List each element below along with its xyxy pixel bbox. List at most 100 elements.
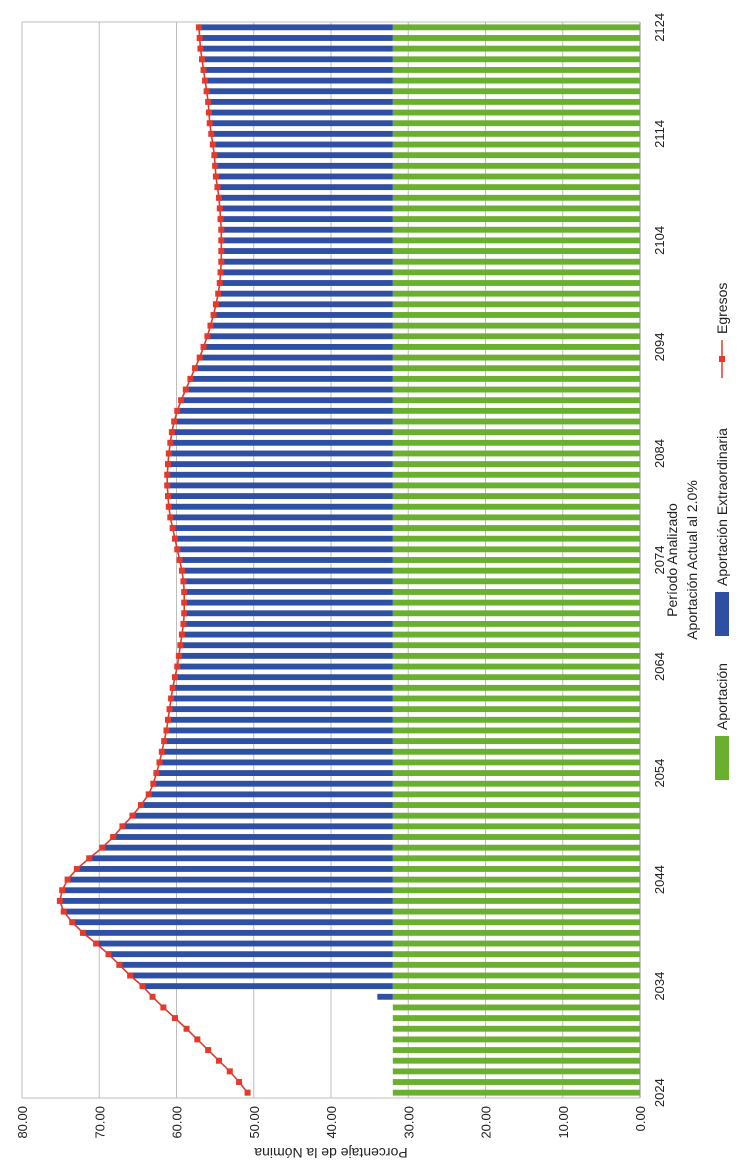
egresos-marker [171,1015,178,1022]
egresos-marker [202,77,209,84]
bar-aportacion-extraordinaria [218,194,393,201]
egresos-marker [158,748,165,755]
egresos-marker [215,1057,222,1064]
bar-aportacion-extraordinaria [153,780,393,787]
egresos-marker [161,738,168,745]
legend-swatch-aportacion [715,736,729,780]
bar-aportacion-extraordinaria [67,876,393,883]
y-tick-label: 50.00 [247,1106,262,1139]
bar-aportacion [392,88,640,95]
egresos-marker [178,397,185,404]
bar-aportacion [392,45,640,52]
bar-aportacion [392,418,640,425]
bar-aportacion [392,940,640,947]
bar-aportacion [392,844,640,851]
bar-aportacion [392,834,640,840]
bar-aportacion [392,461,640,468]
bar-aportacion [392,152,640,159]
egresos-marker [210,311,217,318]
bar-aportacion [392,951,640,958]
bar-aportacion [392,1015,640,1022]
bar-aportacion [392,344,640,350]
bar-aportacion-extraordinaria [179,557,393,563]
bar-aportacion [392,407,640,414]
egresos-marker [174,663,181,670]
bar-aportacion-extraordinaria [181,631,393,638]
egresos-marker [226,1068,233,1075]
egresos-marker [145,791,152,798]
bar-aportacion [392,738,640,745]
egresos-marker [150,780,157,787]
bar-aportacion-extraordinaria [140,802,393,808]
egresos-line [56,24,251,1096]
egresos-marker [181,599,188,606]
bar-aportacion [392,322,640,329]
bar-aportacion-extraordinaria [199,354,393,361]
egresos-marker [176,557,183,563]
bar-aportacion [392,248,640,254]
y-tick-label: 0.00 [633,1106,648,1131]
legend: Aportación Aportación Extraordinaria Egr… [714,283,730,780]
egresos-marker [56,897,63,904]
bar-aportacion [392,280,640,286]
bar-aportacion [392,429,640,436]
bar-aportacion [392,887,640,894]
bar-aportacion-extraordinaria [172,525,393,531]
bar-aportacion [392,791,640,798]
egresos-marker [192,365,199,372]
egresos-marker [80,929,87,936]
egresos-marker [181,610,188,617]
bar-aportacion-extraordinaria [171,695,393,702]
legend-label-egresos: Egresos [714,283,730,334]
bar-aportacion-extraordinaria [148,791,393,798]
bar-aportacion [392,695,640,702]
egresos-marker [69,919,76,926]
y-tick-label: 10.00 [556,1106,571,1139]
egresos-marker [165,493,172,500]
bar-aportacion [392,610,640,617]
egresos-marker [218,226,225,233]
y-tick-label: 20.00 [479,1106,494,1139]
bar-aportacion-extraordinaria [102,844,393,851]
bar-aportacion-extraordinaria [212,141,393,148]
bar-aportacion-extraordinaria [208,109,393,116]
bar-aportacion [392,812,640,819]
egresos-marker [244,1089,251,1096]
bar-aportacion [392,631,640,638]
bar-aportacion [392,77,640,84]
bar-aportacion-extraordinaria [167,482,393,489]
bar-aportacion [392,194,640,201]
egresos-marker [177,642,184,649]
egresos-marker [164,471,171,478]
bar-aportacion-extraordinaria [89,855,393,862]
bar-aportacion [392,301,640,308]
bar-aportacion-extraordinaria [184,610,393,617]
egresos-marker [160,1004,167,1011]
bar-aportacion-extraordinaria [166,727,393,734]
egresos-marker [171,535,178,542]
bar-aportacion-extraordinaria [185,386,393,393]
bar-aportacion [392,961,640,968]
bar-aportacion [392,876,640,883]
bar-aportacion-extraordinaria [174,535,393,542]
bar-aportacion [392,354,640,361]
bar-aportacion [392,514,640,521]
bar-aportacion-extraordinaria [76,866,393,872]
bar-aportacion [392,727,640,734]
bar-aportacion-extraordinaria [159,759,393,766]
bar-aportacion-extraordinaria [208,98,393,105]
egresos-marker [208,130,215,137]
bar-aportacion-extraordinaria [130,972,393,979]
bar-aportacion-extraordinaria [177,407,393,414]
egresos-marker [215,194,222,201]
egresos-marker [218,237,225,244]
bar-aportacion [392,993,640,1000]
egresos-marker [215,290,222,297]
bar-aportacion-extraordinaria [219,280,393,286]
bar-aportacion-extraordinaria [215,301,393,308]
bar-aportacion-extraordinaria [214,152,393,159]
bar-aportacion-extraordinaria [215,173,393,180]
legend-swatch-aportacion-extraordinaria [715,592,729,636]
bar-aportacion-extraordinaria [169,706,393,713]
egresos-marker [116,961,123,968]
